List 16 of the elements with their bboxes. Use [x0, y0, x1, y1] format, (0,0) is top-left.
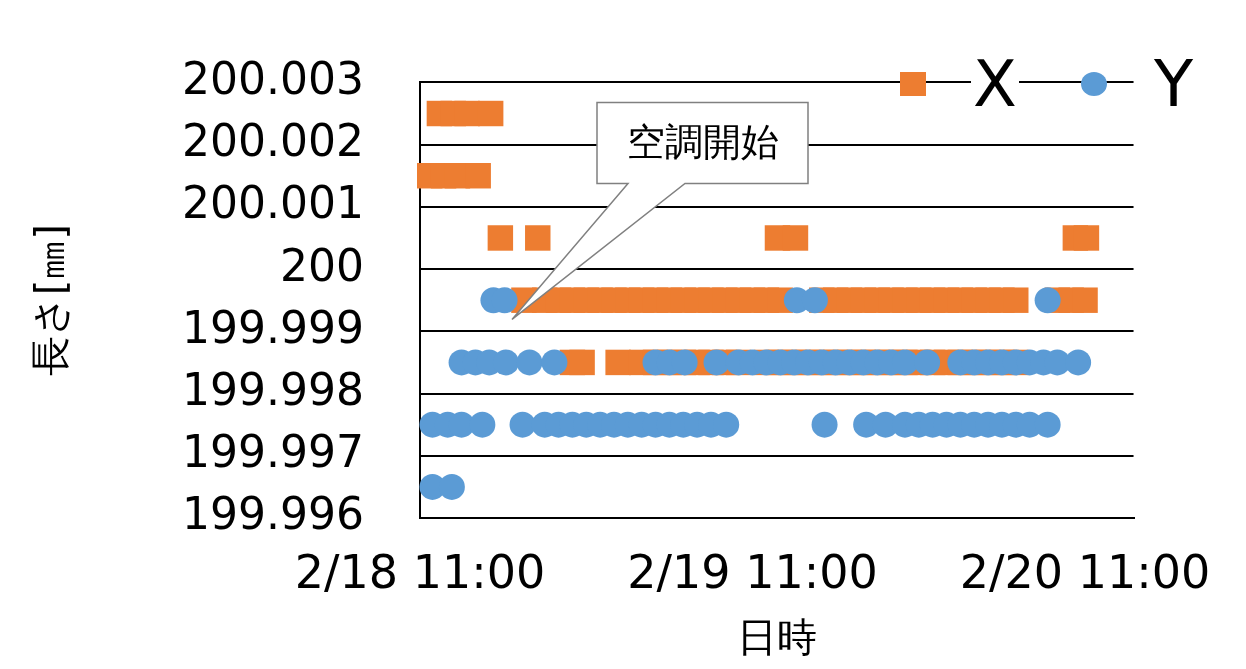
y-tick-label: 200.003	[182, 52, 364, 104]
legend-label: Y	[1152, 47, 1194, 121]
x-axis-title: 日時	[736, 614, 817, 661]
y-tick-label: 199.996	[182, 488, 364, 540]
legend-label: X	[972, 47, 1018, 121]
y-axis-title: 長さ[㎜]	[27, 224, 74, 377]
x-tick-label: 2/18 11:00	[294, 544, 546, 599]
y-tick-label: 200.001	[182, 177, 364, 229]
y-tick-label: 200.002	[182, 115, 364, 167]
y-tick-label: 200	[280, 239, 364, 291]
y-tick-label: 199.999	[182, 301, 364, 353]
y-tick-label: 199.998	[182, 363, 364, 415]
x-tick-label: 2/20 11:00	[959, 544, 1211, 599]
annotation: 空調開始	[626, 119, 779, 164]
x-tick-label: 2/19 11:00	[627, 544, 878, 599]
y-tick-label: 199.997	[182, 426, 364, 478]
